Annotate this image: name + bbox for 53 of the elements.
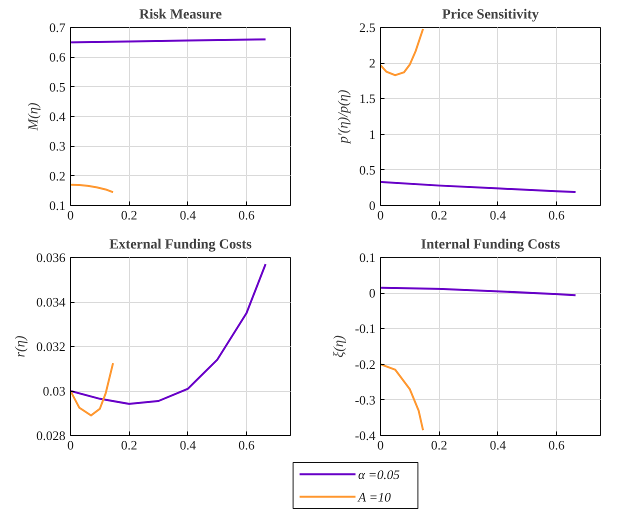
y-tick-label: 0.4 [49,109,66,124]
line-series [380,181,577,193]
y-tick-label: 0 [369,286,376,301]
x-tick-label: 0.4 [180,438,196,452]
y-tick-label: 0.1 [359,250,376,265]
y-tick-label: 0.03 [42,384,66,398]
y-tick-label: 0.034 [36,294,66,310]
x-tick-label: 0.6 [238,438,256,452]
y-tick-label: 0.028 [36,428,66,443]
y-tick-label: 0.036 [36,250,66,265]
y-tick-label: 0.3 [49,138,66,154]
x-tick-label: 0.4 [180,208,196,222]
y-axis-title: p′(η)/p(η) [336,89,352,144]
y-axis-title: ξ(η) [332,335,347,358]
y-tick-label: 0.6 [49,50,66,65]
y-tick-label: 0.7 [49,20,66,35]
y-tick-label: 2.5 [359,20,376,35]
y-tick-label: 0.2 [49,168,66,184]
x-tick-label: 0.2 [121,208,138,222]
chart-title: Price Sensitivity [442,8,539,22]
line-series [380,286,577,296]
chart-title: Risk Measure [139,8,222,22]
y-tick-label: -0.3 [354,392,376,408]
y-tick-label: 0.1 [49,198,66,213]
y-tick-label: 0 [369,198,376,213]
x-tick-label: 0.4 [490,438,506,452]
line-series [70,362,114,416]
y-axis-title: M(η) [26,102,42,132]
x-tick-label: 0.2 [121,438,138,452]
line-series [380,28,424,76]
y-axis-title: r(η) [13,335,28,358]
x-tick-label: 0.2 [431,208,448,222]
line-series [70,184,114,194]
x-tick-label: 0.4 [490,208,506,222]
legend-label: A =10 [357,489,392,504]
line-series [380,363,424,432]
y-tick-label: -0.2 [354,356,376,372]
x-tick-label: 0.6 [238,208,256,222]
x-tick-label: 0.6 [548,438,566,452]
y-tick-label: -0.4 [354,428,376,443]
legend-label: α =0.05 [358,466,400,482]
x-tick-label: 0.2 [431,438,448,452]
chart-title: External Funding Costs [109,238,252,252]
y-tick-label: 0.032 [36,339,66,354]
y-tick-label: 0.5 [359,162,376,178]
y-tick-label: 2 [369,56,376,71]
y-tick-label: 1 [369,126,376,142]
y-tick-label: -0.1 [354,321,376,336]
chart-title: Internal Funding Costs [420,238,561,252]
line-series [70,263,267,405]
y-tick-label: 1.5 [359,91,376,106]
x-tick-label: 0.6 [548,208,566,222]
y-tick-label: 0.5 [49,79,66,94]
